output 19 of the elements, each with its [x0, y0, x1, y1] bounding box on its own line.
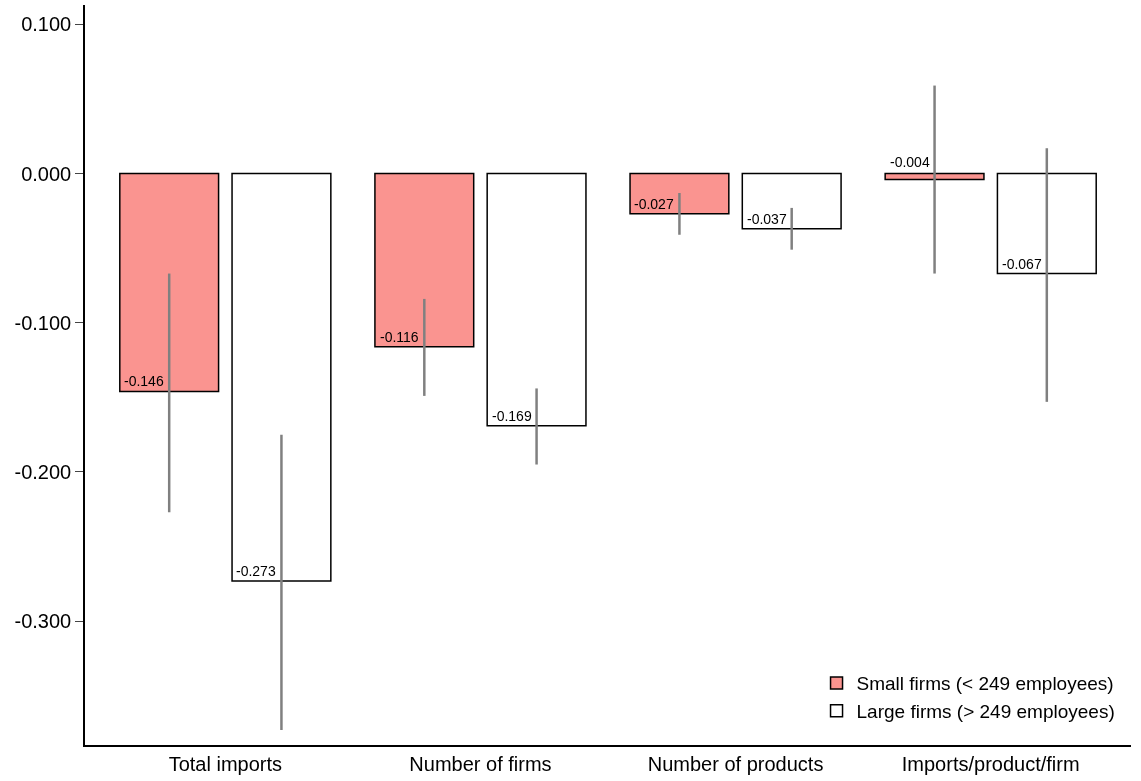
data-label: -0.273 [236, 563, 276, 579]
x-tick-label: Total imports [168, 752, 283, 775]
data-label: -0.037 [747, 211, 787, 227]
x-tick-label: Number of firms [409, 752, 552, 775]
data-label: -0.067 [1002, 256, 1042, 272]
data-label: -0.146 [124, 373, 164, 389]
data-label: -0.027 [634, 196, 674, 212]
y-tick-label: 0.000 [21, 162, 72, 185]
legend-label: Large firms (> 249 employees) [856, 701, 1115, 723]
y-tick-label: 0.100 [21, 13, 72, 36]
y-tick-label: -0.200 [14, 460, 72, 483]
y-tick-label: -0.300 [14, 610, 72, 633]
x-tick-label: Imports/product/firm [901, 752, 1080, 775]
y-tick-label: -0.100 [14, 311, 72, 334]
data-label: -0.116 [380, 329, 419, 345]
data-label: -0.004 [890, 154, 930, 170]
x-tick-label: Number of products [647, 752, 824, 775]
legend-label: Small firms (< 249 employees) [856, 673, 1114, 695]
data-label: -0.169 [492, 408, 532, 424]
